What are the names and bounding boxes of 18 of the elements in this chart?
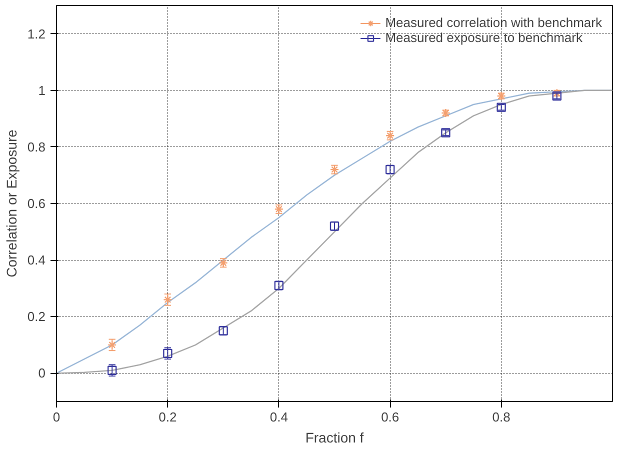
y-tick-label: 0.8 xyxy=(27,139,46,154)
x-tick-label: 0.6 xyxy=(381,410,400,424)
y-tick-label: 0 xyxy=(38,366,46,381)
x-tick-label: 0.8 xyxy=(492,410,510,424)
x-tick-label: 0.4 xyxy=(270,410,288,424)
y-tick-label: 1 xyxy=(38,82,46,98)
y-tick-label: 0.2 xyxy=(27,309,46,324)
legend-label: Measured exposure to benchmark xyxy=(385,30,582,45)
x-tick-label: 0 xyxy=(52,410,60,424)
legend-label: Measured correlation with benchmark xyxy=(385,15,602,30)
y-axis-title: Correlation or Exposure xyxy=(3,129,20,278)
y-tick-label: 1.2 xyxy=(27,26,46,42)
y-tick-label: 0.4 xyxy=(27,252,46,268)
x-tick-label: 0.2 xyxy=(158,410,177,424)
point xyxy=(108,366,117,375)
x-axis-title: Fraction f xyxy=(305,430,364,446)
y-tick-label: 0.6 xyxy=(27,196,46,211)
line-series xyxy=(56,90,612,374)
